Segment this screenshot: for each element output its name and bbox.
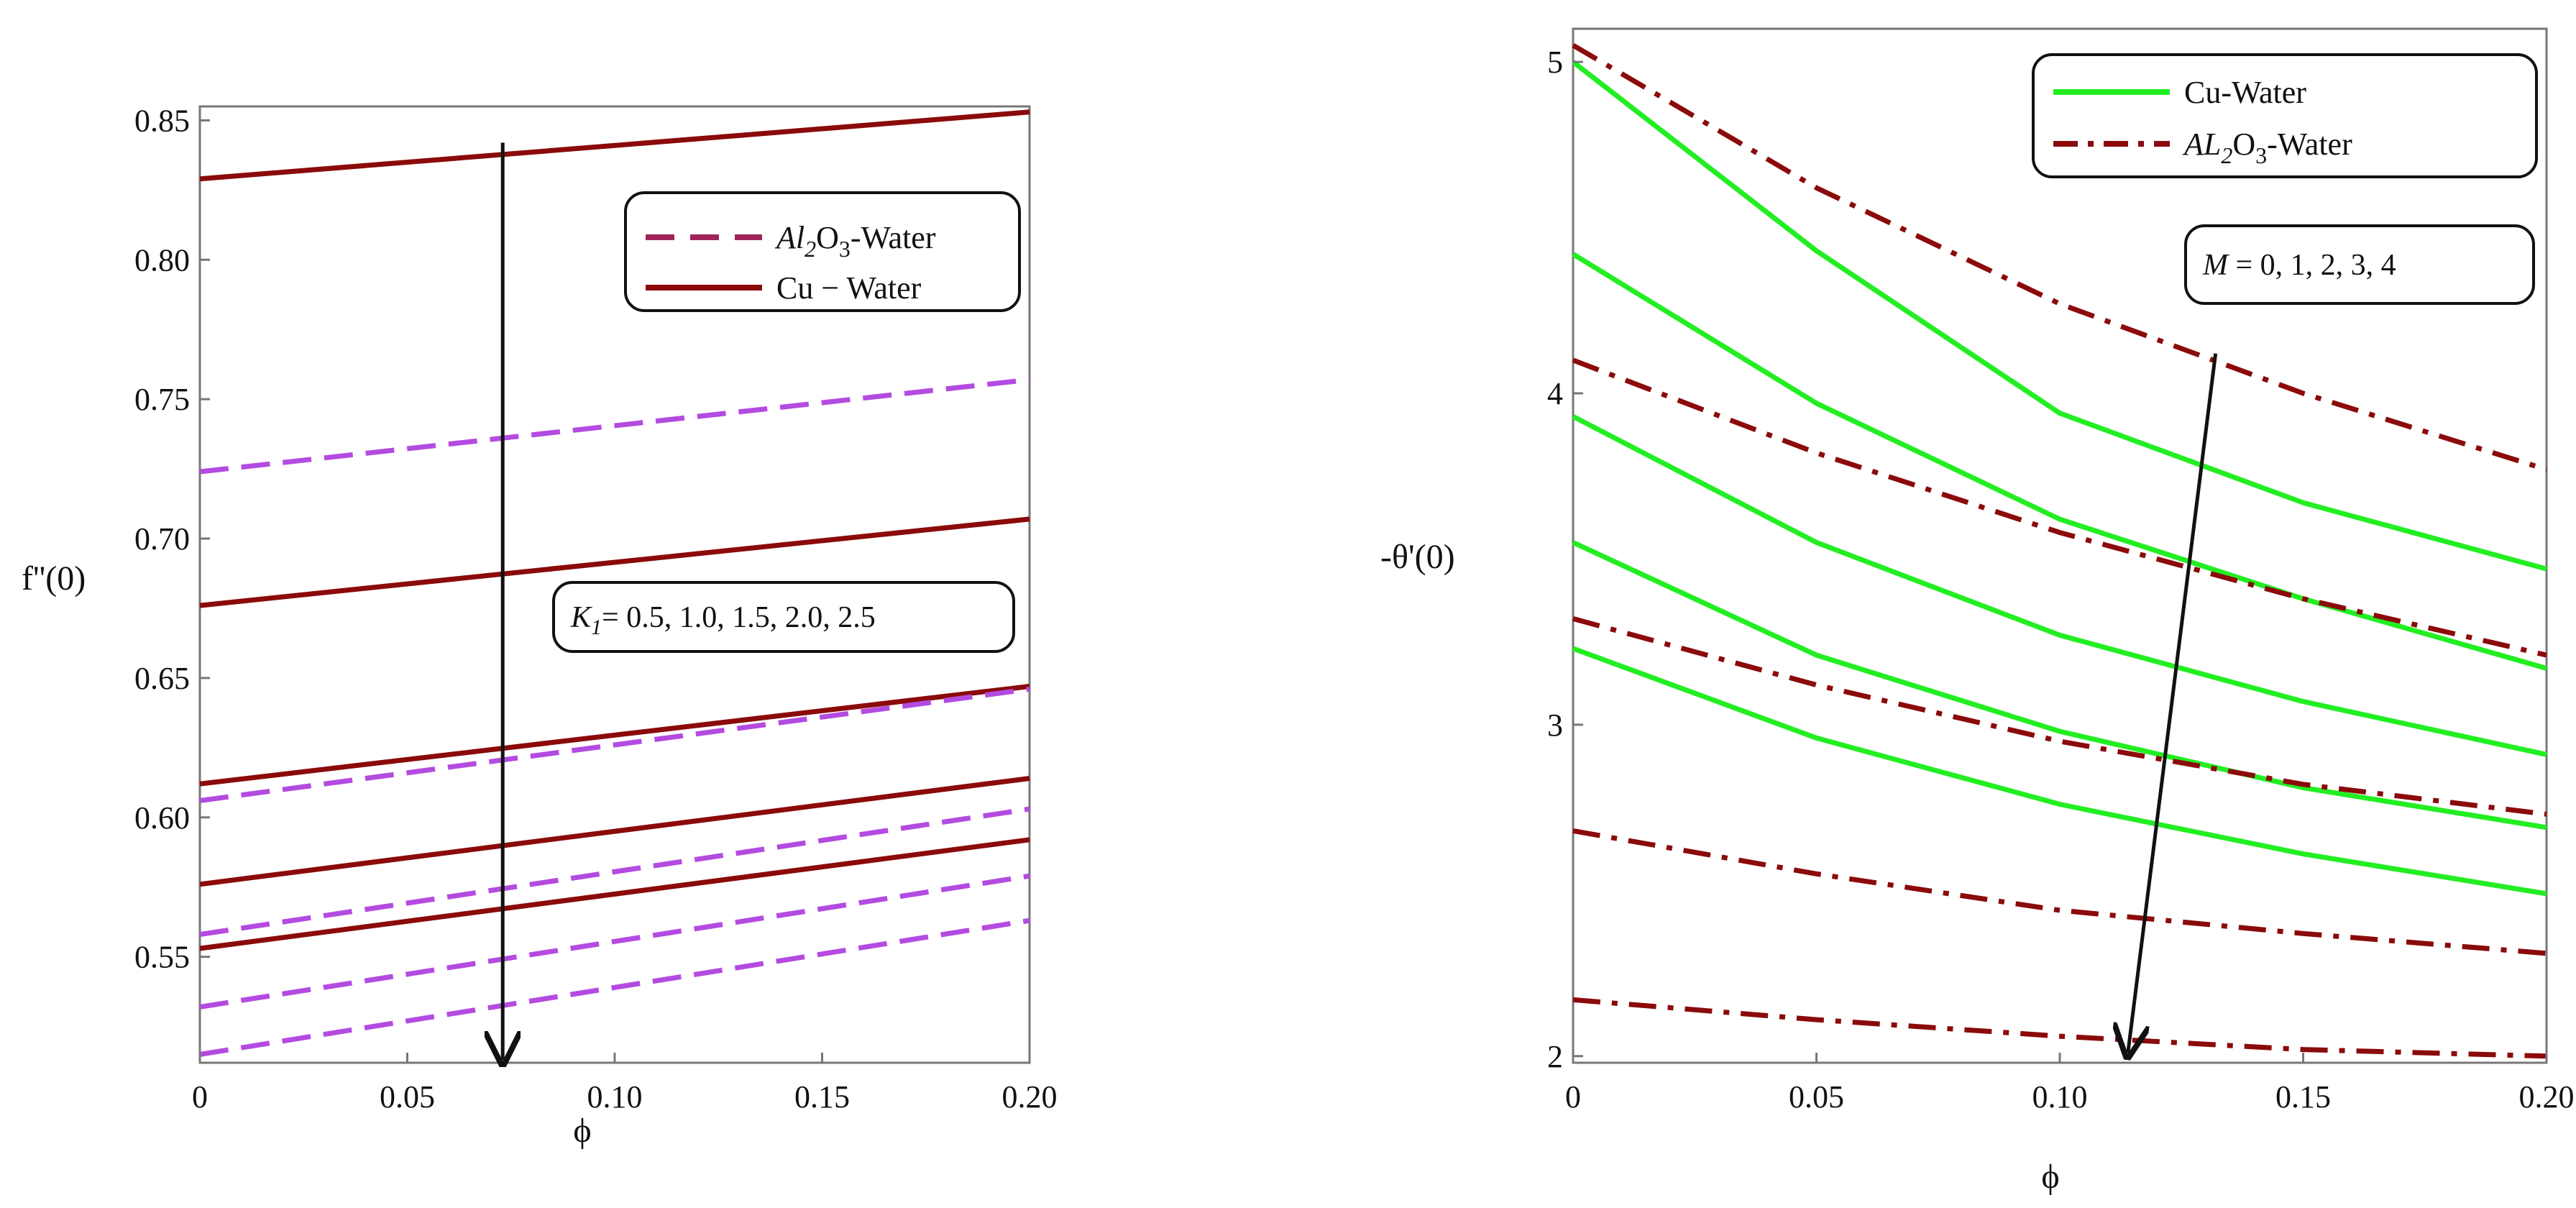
legend-label-0: Cu-Water (2184, 75, 2306, 110)
series-line-0 (1571, 60, 2547, 572)
series-line-6 (199, 686, 1030, 803)
series-line-1 (1572, 252, 2547, 671)
series-line-8 (199, 873, 1030, 1010)
series-line-1 (199, 516, 1030, 608)
series-line-4 (199, 837, 1030, 951)
right-chart: 0 0.05 0.10 0.15 0.20 2 3 4 5 -θ'(0) ϕ Cu-Water AL2O… (1380, 27, 2575, 1196)
series-line-4 (1572, 646, 2547, 897)
series-line-9 (199, 918, 1030, 1057)
x-tick-label: 0.05 (1789, 1079, 1844, 1115)
series-line-7 (199, 806, 1030, 938)
y-tick-label: 4 (1547, 376, 1563, 411)
series-line-5 (1572, 42, 2548, 472)
y-tick-label: 0.65 (134, 661, 190, 696)
y-axis-label: f''(0) (22, 559, 86, 598)
x-tick-label: 0 (1565, 1079, 1581, 1115)
y-axis-label: -θ'(0) (1380, 538, 1455, 576)
x-tick-label: 0.10 (2032, 1079, 2088, 1115)
y-tick-label: 0.75 (134, 382, 190, 417)
plot-frame (1572, 27, 2548, 1064)
y-tick-label: 0.55 (134, 940, 190, 975)
series-line-3 (1572, 540, 2547, 830)
x-tick-label: 0.05 (380, 1079, 435, 1115)
trend-arrow (2128, 353, 2218, 1053)
series-line-3 (199, 776, 1030, 887)
series-line-9 (1572, 997, 2547, 1059)
y-tick-label: 2 (1547, 1039, 1563, 1074)
x-tick-label: 0.15 (794, 1079, 850, 1115)
series-line-2 (1572, 414, 2547, 757)
annotation-box (2184, 224, 2535, 305)
x-tick-label: 0.20 (1002, 1079, 1058, 1115)
left-chart: 0 0.05 0.10 0.15 0.20 0.55 0.60 0.65 0.70 0.75 0.8… (22, 103, 1058, 1150)
y-tick-label: 0.70 (134, 521, 190, 557)
x-tick-label: 0 (192, 1079, 208, 1115)
annotation-label: K1= 0.5, 1.0, 1.5, 2.0, 2.5 (570, 601, 876, 639)
x-axis-label: ϕ (2041, 1158, 2059, 1196)
x-tick-label: 0.20 (2519, 1079, 2575, 1115)
y-tick-label: 0.60 (134, 800, 190, 836)
annotation-box (552, 581, 1015, 653)
legend-label-1: Cu − Water (776, 270, 922, 306)
y-tick-label: 3 (1547, 708, 1563, 743)
series-line-0 (199, 109, 1030, 182)
x-axis-label: ϕ (573, 1112, 591, 1150)
y-tick-label: 5 (1547, 45, 1563, 80)
legend-label-1: AL2O3-Water (2182, 127, 2352, 168)
y-tick-label: 0.85 (134, 103, 190, 138)
series-line-2 (199, 684, 1030, 787)
legend-label-0: Al2O3-Water (774, 220, 936, 262)
series-line-6 (1572, 357, 2547, 658)
y-tick-label: 0.80 (134, 242, 190, 278)
annotation-label: M = 0, 1, 2, 3, 4 (2202, 249, 2396, 282)
series-line-5 (199, 377, 1030, 475)
x-tick-label: 0.15 (2275, 1079, 2331, 1115)
legend-box (624, 191, 1021, 312)
x-tick-label: 0.10 (587, 1079, 643, 1115)
